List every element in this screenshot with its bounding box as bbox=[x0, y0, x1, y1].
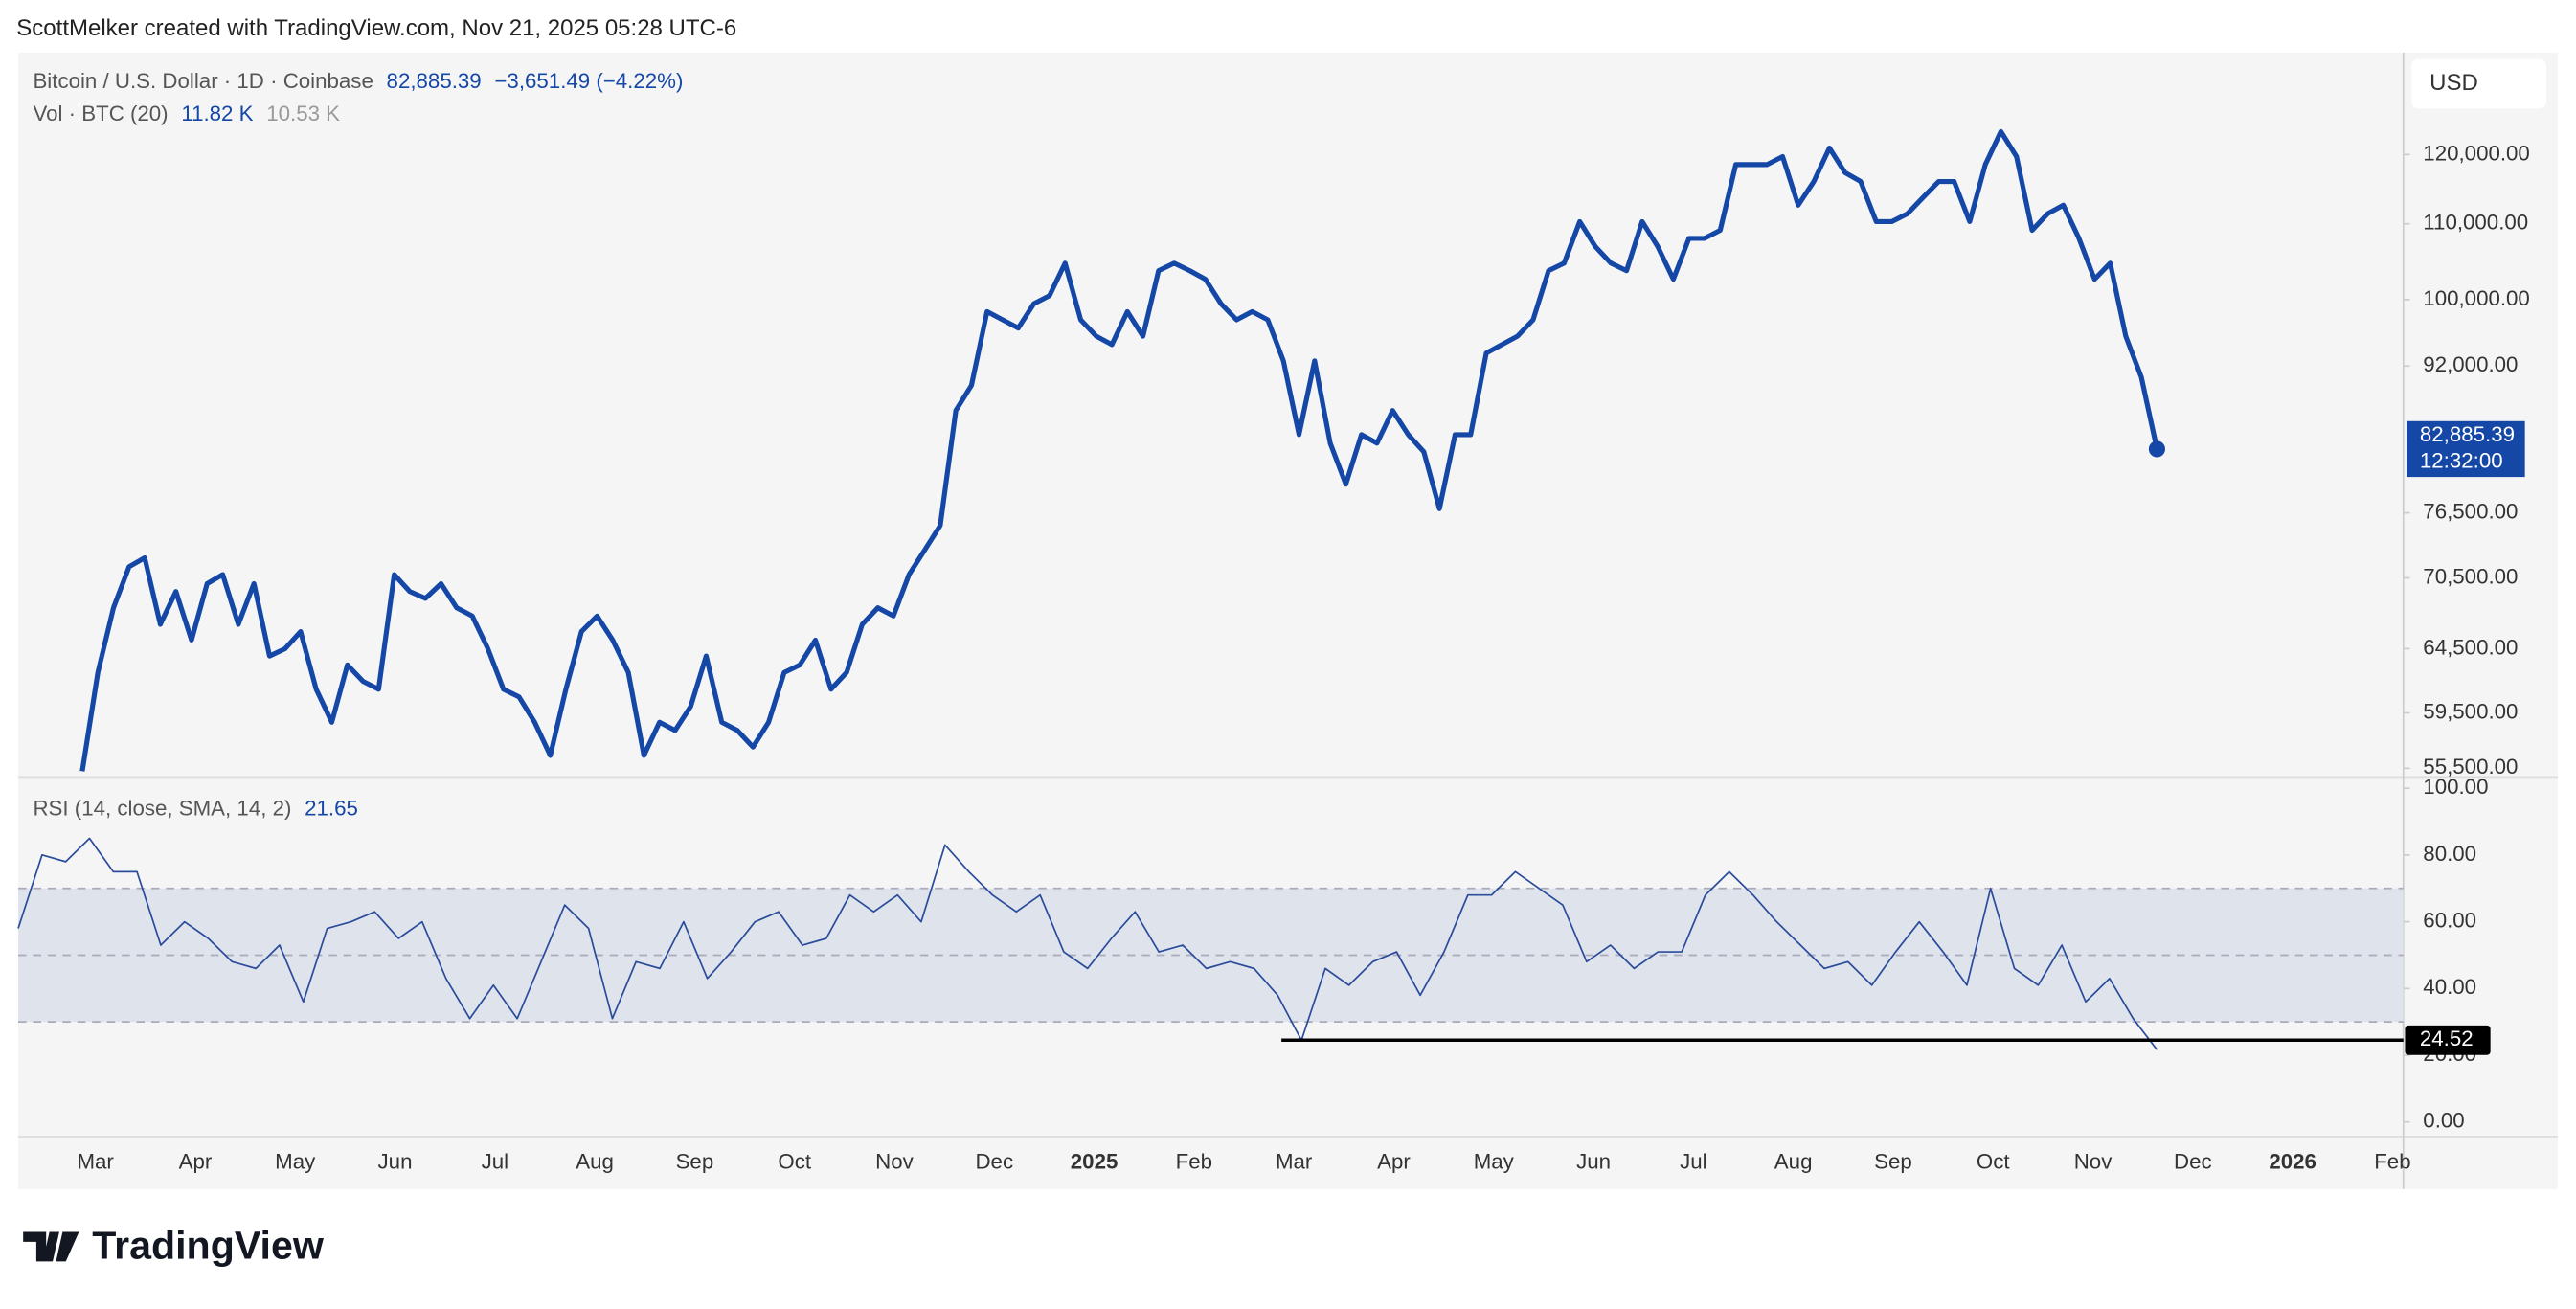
y-tick-label: 59,500.00 bbox=[2423, 699, 2518, 723]
volume-label: Vol · BTC (20) bbox=[33, 102, 168, 125]
rsi-legend: RSI (14, close, SMA, 14, 2) 21.65 bbox=[33, 797, 357, 821]
x-tick-label: May bbox=[1474, 1149, 1515, 1173]
x-tick-label: Sep bbox=[1874, 1149, 1912, 1173]
x-tick-label: Nov bbox=[2074, 1149, 2113, 1173]
rsi-value: 21.65 bbox=[305, 797, 358, 821]
y-tick-label: 70,500.00 bbox=[2423, 564, 2518, 588]
x-tick-label: Jun bbox=[378, 1149, 413, 1173]
legend: Bitcoin / U.S. Dollar · 1D · Coinbase 82,… bbox=[33, 69, 683, 93]
x-tick-label: Nov bbox=[875, 1149, 914, 1173]
x-tick-label: Dec bbox=[2174, 1149, 2212, 1173]
y-tick-label: 55,500.00 bbox=[2423, 755, 2518, 779]
support-tag bbox=[2405, 1025, 2491, 1055]
x-tick-label: 2025 bbox=[1071, 1149, 1119, 1173]
x-tick-label: 2026 bbox=[2269, 1149, 2316, 1173]
x-tick-label: Oct bbox=[778, 1149, 811, 1173]
price-tag-value: 82,885.39 bbox=[2420, 422, 2515, 446]
x-tick-label: Aug bbox=[576, 1149, 614, 1173]
last-price: 82,885.39 bbox=[387, 69, 482, 93]
marks: 55,500.00 59,500.00 64,500.00 70,500.00 76,5… bbox=[17, 128, 2530, 1173]
x-tick-label: Mar bbox=[77, 1149, 114, 1173]
y-tick-label: 92,000.00 bbox=[2423, 352, 2518, 376]
brand-logo bbox=[23, 1231, 79, 1262]
support-tag-label: 24.52 bbox=[2420, 1027, 2474, 1050]
x-tick-label: Apr bbox=[1377, 1149, 1411, 1173]
x-tick-label: Sep bbox=[676, 1149, 714, 1173]
credit: ScottMelker created with TradingView.com… bbox=[16, 15, 736, 41]
volume-value: 11.82 K bbox=[181, 102, 253, 125]
x-tick-label: Jul bbox=[1680, 1149, 1706, 1173]
y-tick-label: 80.00 bbox=[2423, 842, 2476, 866]
x-tick-label: May bbox=[275, 1149, 316, 1173]
change: −3,651.49 (−4.22%) bbox=[494, 69, 683, 93]
x-tick-label: Jul bbox=[482, 1149, 508, 1173]
price-tag bbox=[2407, 420, 2525, 478]
currency-box bbox=[2411, 58, 2546, 109]
last-point bbox=[2148, 440, 2166, 458]
y-tick-label: 60.00 bbox=[2423, 909, 2476, 933]
symbol-title: Bitcoin / U.S. Dollar · 1D · Coinbase bbox=[33, 69, 373, 93]
x-tick-label: Jun bbox=[1576, 1149, 1611, 1173]
currency: USD bbox=[2429, 70, 2478, 96]
brand: TradingView bbox=[92, 1224, 325, 1268]
price-tag-time: 12:32:00 bbox=[2420, 449, 2503, 473]
y-tick-label: 120,000.00 bbox=[2423, 141, 2530, 165]
y-tick-label: 0.00 bbox=[2423, 1109, 2464, 1133]
x-tick-label: Dec bbox=[975, 1149, 1013, 1173]
volume-ma: 10.53 K bbox=[266, 102, 340, 125]
price-line bbox=[17, 837, 2158, 1050]
x-tick-label: Feb bbox=[1176, 1149, 1212, 1173]
volume-legend: Vol · BTC (20) 11.82 K 10.53 K bbox=[33, 102, 340, 125]
x-tick-label: Oct bbox=[1977, 1149, 2010, 1173]
y-tick-label: 64,500.00 bbox=[2423, 635, 2518, 659]
price-line bbox=[79, 128, 2159, 772]
y-tick-label: 100,000.00 bbox=[2423, 286, 2530, 310]
x-tick-label: Feb bbox=[2374, 1149, 2410, 1173]
x-tick-label: Mar bbox=[1276, 1149, 1313, 1173]
y-tick-label: 100.00 bbox=[2423, 775, 2488, 799]
y-tick-label: 110,000.00 bbox=[2423, 211, 2528, 235]
x-tick-label: Aug bbox=[1774, 1149, 1813, 1173]
y-tick-label: 76,500.00 bbox=[2423, 499, 2518, 523]
rsi-title: RSI (14, close, SMA, 14, 2) bbox=[33, 797, 291, 821]
x-tick-label: Apr bbox=[179, 1149, 213, 1173]
y-tick-label: 40.00 bbox=[2423, 975, 2476, 999]
